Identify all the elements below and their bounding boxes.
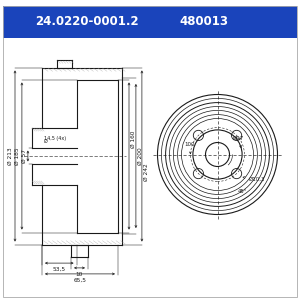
Text: 65,5: 65,5: [74, 278, 86, 283]
Text: Ø 160: Ø 160: [130, 131, 136, 148]
Text: 10: 10: [76, 272, 83, 277]
Text: Ø: Ø: [44, 139, 47, 144]
Text: 24.0220-0001.2: 24.0220-0001.2: [35, 15, 139, 28]
Text: Ø97: Ø97: [232, 136, 244, 148]
Text: 14,5 (4x): 14,5 (4x): [44, 136, 66, 141]
Text: Ø 200: Ø 200: [137, 147, 142, 165]
Text: 45°: 45°: [238, 189, 247, 194]
Text: Ø 57: Ø 57: [21, 149, 26, 163]
Text: Ø10,3: Ø10,3: [243, 176, 266, 182]
Bar: [3, 6, 297, 38]
Text: Ø 242: Ø 242: [143, 164, 148, 181]
Text: 100: 100: [184, 142, 195, 154]
Text: Ø 185: Ø 185: [14, 147, 20, 165]
Text: 480013: 480013: [179, 15, 229, 28]
Text: Ø 213: Ø 213: [8, 147, 13, 165]
Text: 53,5: 53,5: [53, 267, 66, 272]
